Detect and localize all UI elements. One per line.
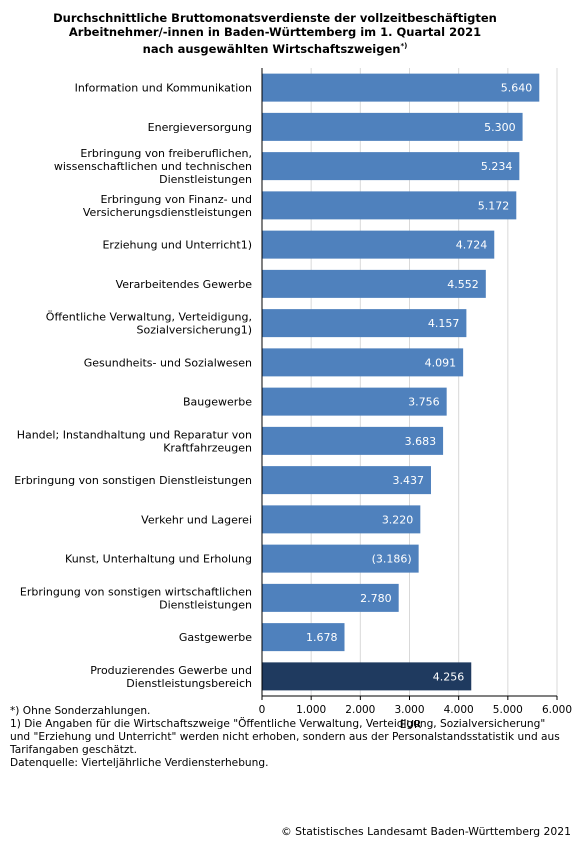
- category-label-line: Handel; Instandhaltung und Reparatur von: [17, 428, 252, 441]
- category-label-line: Erziehung und Unterricht1): [102, 239, 252, 252]
- bar-value-label: 1.678: [306, 631, 338, 644]
- category-label: Gastgewerbe: [179, 631, 252, 644]
- bar: [262, 387, 447, 416]
- category-label: Baugewerbe: [183, 396, 252, 409]
- category-label-line: Kunst, Unterhaltung und Erholung: [65, 553, 252, 566]
- bar: [262, 623, 345, 652]
- category-label-line: Dienstleistungsbereich: [126, 677, 252, 690]
- bar-value-label: 4.724: [456, 239, 488, 252]
- category-label-line: Dienstleistungen: [159, 173, 252, 186]
- bar: [262, 191, 517, 220]
- category-label: Gesundheits- und Sozialwesen: [84, 356, 252, 369]
- x-axis-title: EUR: [400, 719, 422, 731]
- copyright-notice: © Statistisches Landesamt Baden-Württemb…: [280, 825, 571, 838]
- bar-value-label: 2.780: [360, 592, 392, 605]
- category-label-line: Gesundheits- und Sozialwesen: [84, 356, 252, 369]
- bar: [262, 348, 464, 377]
- bar: [262, 662, 472, 691]
- bar-value-label: 4.157: [428, 317, 460, 330]
- x-tick-label: 2.000: [345, 704, 375, 716]
- category-label: Erbringung von Finanz- und Versicherungsd…: [83, 193, 252, 219]
- bar-value-label: 3.683: [405, 435, 437, 448]
- category-label-line: Information und Kommunikation: [75, 82, 252, 95]
- category-label: Produzierendes Gewerbe und Dienstleistung…: [90, 664, 252, 690]
- category-label-line: Dienstleistungen: [159, 598, 252, 611]
- bar: [262, 466, 431, 495]
- bars: 5.640 5.300 5.234 5.172 4.724 4.552 4.157 4.091…: [262, 73, 540, 691]
- category-label: Kunst, Unterhaltung und Erholung: [65, 553, 252, 566]
- bar-value-label: 3.756: [408, 396, 440, 409]
- category-label-line: Öffentliche Verwaltung, Verteidigung,: [46, 311, 252, 324]
- bar-value-label: 5.300: [484, 121, 516, 134]
- category-label-line: Energieversorgung: [148, 121, 252, 134]
- source-note: Datenquelle: Vierteljährliche Verdienste…: [10, 757, 269, 769]
- bar-value-label: 5.234: [481, 160, 513, 173]
- bar: [262, 269, 486, 298]
- x-tick-label: 3.000: [394, 704, 424, 716]
- title-line-3: nach ausgewählten Wirtschaftszweigen*): [40, 39, 510, 56]
- bar-value-label: 4.552: [447, 278, 479, 291]
- bar: [262, 505, 421, 534]
- category-label: Verarbeitendes Gewerbe: [116, 278, 253, 291]
- category-label-line: Baugewerbe: [183, 396, 252, 409]
- category-label-line: Erbringung von sonstigen wirtschaftliche…: [20, 585, 252, 598]
- bar-value-label: 4.256: [433, 670, 465, 683]
- bar: [262, 112, 523, 141]
- category-label-line: Kraftfahrzeugen: [163, 441, 252, 454]
- x-tick-label: 1.000: [296, 704, 326, 716]
- category-label-line: Versicherungsdienstleistungen: [83, 206, 252, 219]
- bar-value-label: 5.640: [501, 82, 533, 95]
- bar-value-label: 4.091: [425, 356, 457, 369]
- title-footnote-marker: *): [400, 42, 408, 50]
- chart-title: Durchschnittliche Bruttomonatsverdienste…: [40, 11, 510, 56]
- footnote-line: Tarifangaben geschätzt.: [10, 744, 138, 756]
- category-label: Erbringung von freiberuflichen, wissensch…: [54, 147, 252, 186]
- bar: [262, 309, 467, 338]
- bar: [262, 152, 520, 181]
- x-tick-label: 0: [259, 704, 266, 716]
- bar: [262, 544, 419, 573]
- bar: [262, 583, 399, 612]
- category-label: Erbringung von sonstigen wirtschaftliche…: [20, 585, 252, 611]
- category-label-line: Verarbeitendes Gewerbe: [116, 278, 253, 291]
- x-tick-label: 4.000: [444, 704, 474, 716]
- footnote-line: und "Erziehung und Unterricht" werden ni…: [10, 731, 560, 743]
- category-label-line: Erbringung von sonstigen Dienstleistunge…: [14, 474, 252, 487]
- x-axis: 0 1.000 2.000 3.000 4.000 5.000 6.000: [259, 68, 572, 716]
- footnotes: *) Ohne Sonderzahlungen. 1) Die Angaben …: [10, 705, 576, 770]
- footnote-line: 1) Die Angaben für die Wirtschaftszweige…: [10, 718, 546, 730]
- bar: [262, 426, 444, 455]
- bar: [262, 230, 495, 259]
- bar-value-label: 3.437: [392, 474, 424, 487]
- category-label-line: Erbringung von freiberuflichen,: [80, 147, 252, 160]
- category-label-line: Sozialversicherung1): [137, 324, 252, 337]
- category-label: Handel; Instandhaltung und Reparatur von…: [17, 428, 252, 454]
- category-label: Erziehung und Unterricht1): [102, 239, 252, 252]
- bar-value-label: 5.172: [478, 199, 510, 212]
- title-line-2: Arbeitnehmer/-innen in Baden-Württemberg…: [68, 25, 482, 39]
- bar-chart: 5.640 5.300 5.234 5.172 4.724 4.552 4.157 4.091…: [14, 68, 572, 731]
- category-label-line: Erbringung von Finanz- und: [100, 193, 252, 206]
- bar-value-label: (3.186): [372, 553, 412, 566]
- category-label-line: wissenschaftlichen und technischen: [54, 160, 252, 173]
- category-labels: Information und Kommunikation Energievers…: [14, 82, 252, 690]
- title-line-3-text: nach ausgewählten Wirtschaftszweigen: [142, 41, 401, 56]
- x-tick-label: 6.000: [542, 704, 572, 716]
- category-label: Verkehr und Lagerei: [141, 513, 252, 526]
- footnote-line: *) Ohne Sonderzahlungen.: [10, 705, 151, 717]
- bar: [262, 73, 540, 102]
- category-label-line: Produzierendes Gewerbe und: [90, 664, 252, 677]
- category-label: Energieversorgung: [148, 121, 252, 134]
- title-line-1: Durchschnittliche Bruttomonatsverdienste…: [53, 11, 497, 25]
- category-label: Information und Kommunikation: [75, 82, 252, 95]
- category-label-line: Verkehr und Lagerei: [141, 513, 252, 526]
- category-label-line: Gastgewerbe: [179, 631, 252, 644]
- x-tick-label: 5.000: [493, 704, 523, 716]
- bar-value-label: 3.220: [382, 513, 414, 526]
- category-label: Öffentliche Verwaltung, Verteidigung, Soz…: [46, 311, 252, 337]
- category-label: Erbringung von sonstigen Dienstleistunge…: [14, 474, 252, 487]
